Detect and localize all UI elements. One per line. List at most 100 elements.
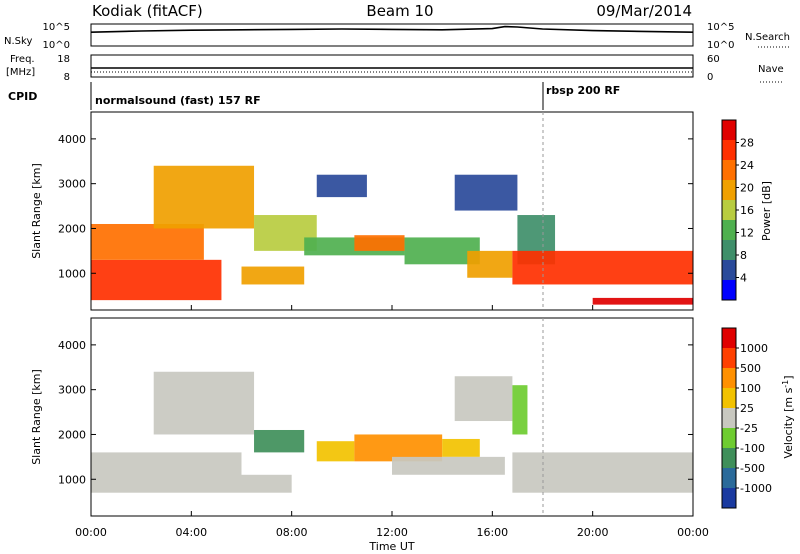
noise-panel: N.Sky 10^5 10^0 10^5 10^0 N.Search: [4, 22, 790, 51]
velocity-region-1: [153, 371, 255, 435]
velocity-colorbar-swatch-3: [722, 388, 736, 409]
power-y-tick-label-3: 4000: [58, 133, 86, 146]
freq-left-tick-top: 18: [57, 54, 70, 65]
freq-left-tick-bottom: 8: [64, 72, 70, 83]
power-y-axis: 1000 2000 3000 4000: [58, 133, 694, 310]
noise-left-label: N.Sky: [4, 36, 32, 47]
noise-right-tick-bottom: 10^0: [707, 40, 734, 51]
velocity-colorbar-swatch-5: [722, 428, 736, 449]
velocity-colorbar-frame: [721, 327, 737, 509]
power-colorbar-tick-label-6: 4: [740, 272, 747, 285]
cpid-segment-normalsound: normalsound (fast) 157 RF: [95, 94, 261, 107]
power-colorbar-swatch-6: [722, 240, 736, 261]
velocity-colorbar-label: Velocity [m s-1]: [781, 375, 795, 458]
power-panel: 1000 2000 3000 4000 Slant Range [km] 28 24 20…: [30, 111, 773, 311]
velocity-panel: 1000 2000 3000 4000 00:00 04:00 08:00 12:00 16:…: [30, 317, 795, 553]
power-region-13: [592, 297, 693, 305]
nave-right-label: Nave: [758, 64, 784, 75]
velocity-colorbar-swatch-0: [722, 328, 736, 349]
power-region-3: [241, 266, 305, 285]
power-region-6: [354, 235, 405, 251]
power-region-8: [467, 250, 513, 278]
velocity-colorbar-tick-label-6: -500: [740, 462, 765, 475]
velocity-colorbar-swatch-4: [722, 408, 736, 429]
velocity-colorbar-tick-label-1: 500: [740, 362, 761, 375]
velocity-region-7: [392, 456, 505, 475]
power-data-regions: [91, 165, 693, 305]
x-tick-label-1: 04:00: [175, 526, 207, 539]
velocity-y-axis: 1000 2000 3000 4000: [58, 339, 694, 516]
velocity-region-0: [91, 452, 242, 493]
velocity-region-9: [512, 385, 528, 435]
velocity-y-tick-label-3: 4000: [58, 339, 86, 352]
velocity-region-3: [241, 474, 292, 493]
noise-left-tick-bottom: 10^0: [43, 40, 70, 51]
power-colorbar-tick-label-0: 28: [740, 137, 754, 150]
noise-right-tick-top: 10^5: [707, 22, 734, 33]
power-colorbar-swatch-2: [722, 160, 736, 181]
power-colorbar-label: Power [dB]: [760, 181, 773, 241]
freq-left-label-2: [MHz]: [6, 67, 35, 78]
freq-frame: [90, 54, 694, 78]
power-colorbar-swatch-5: [722, 220, 736, 241]
velocity-colorbar-swatch-7: [722, 468, 736, 489]
power-colorbar-swatch-4: [722, 200, 736, 221]
power-region-9: [316, 174, 367, 198]
velocity-colorbar-tick-label-3: 25: [740, 402, 754, 415]
power-colorbar-tick-label-5: 8: [740, 249, 747, 262]
power-colorbar-tick-label-4: 12: [740, 227, 754, 240]
velocity-colorbar-tick-label-4: -25: [740, 422, 758, 435]
x-axis-label: Time UT: [368, 540, 414, 553]
velocity-data-regions: [91, 371, 693, 493]
x-tick-label-3: 12:00: [376, 526, 408, 539]
x-tick-label-6: 00:00: [677, 526, 709, 539]
power-colorbar-swatch-7: [722, 260, 736, 281]
velocity-region-10: [512, 452, 693, 493]
cpid-label: CPID: [8, 90, 37, 103]
noise-series: [90, 25, 694, 33]
power-colorbar-swatch-0: [722, 120, 736, 141]
noise-frame: [90, 23, 694, 47]
date-title: 09/Mar/2014: [596, 2, 692, 20]
noise-left-tick-top: 10^5: [43, 22, 70, 33]
freq-panel: Freq. [MHz] 18 8 60 0 Nave: [6, 54, 784, 83]
velocity-region-4: [316, 441, 355, 462]
power-y-tick-label-1: 2000: [58, 222, 86, 235]
power-y-tick-label-2: 3000: [58, 178, 86, 191]
freq-right-tick-top: 60: [707, 54, 720, 65]
velocity-region-8: [454, 376, 513, 422]
velocity-region-2: [254, 429, 305, 453]
velocity-colorbar-swatch-8: [722, 488, 736, 509]
x-tick-label-5: 20:00: [577, 526, 609, 539]
power-region-1: [91, 223, 204, 260]
power-colorbar-tick-label-3: 16: [740, 204, 754, 217]
power-y-label: Slant Range [km]: [30, 163, 43, 259]
velocity-colorbar-tick-label-7: -1000: [740, 482, 772, 495]
power-colorbar-swatch-3: [722, 180, 736, 201]
velocity-colorbar-swatch-2: [722, 368, 736, 389]
velocity-colorbar-tick-label-0: 1000: [740, 342, 768, 355]
beam-title: Beam 10: [366, 2, 433, 20]
x-tick-label-4: 16:00: [476, 526, 508, 539]
station-title: Kodiak (fitACF): [92, 2, 203, 20]
power-colorbar-swatch-1: [722, 140, 736, 161]
velocity-region-6: [442, 438, 480, 457]
freq-right-tick-bottom: 0: [707, 72, 713, 83]
power-region-10: [454, 174, 518, 211]
power-region-2: [153, 165, 255, 229]
velocity-colorbar-tick-label-5: -100: [740, 442, 765, 455]
power-colorbar-tick-label-1: 24: [740, 159, 754, 172]
velocity-x-axis: 00:00 04:00 08:00 12:00 16:00 20:00 00:00: [75, 526, 709, 539]
power-region-12: [512, 250, 693, 285]
noise-right-label: N.Search: [745, 32, 790, 43]
x-tick-label-0: 00:00: [75, 526, 107, 539]
x-tick-label-2: 08:00: [276, 526, 308, 539]
velocity-colorbar-swatch-6: [722, 448, 736, 469]
velocity-y-tick-label-1: 2000: [58, 428, 86, 441]
power-colorbar: 28 24 20 16 12 8 4: [721, 119, 754, 301]
power-y-tick-label-0: 1000: [58, 267, 86, 280]
cpid-segment-rbsp: rbsp 200 RF: [546, 84, 620, 97]
velocity-colorbar: 1000 500 100 25 -25 -100 -500 -1000: [721, 327, 772, 509]
velocity-y-tick-label-2: 3000: [58, 384, 86, 397]
